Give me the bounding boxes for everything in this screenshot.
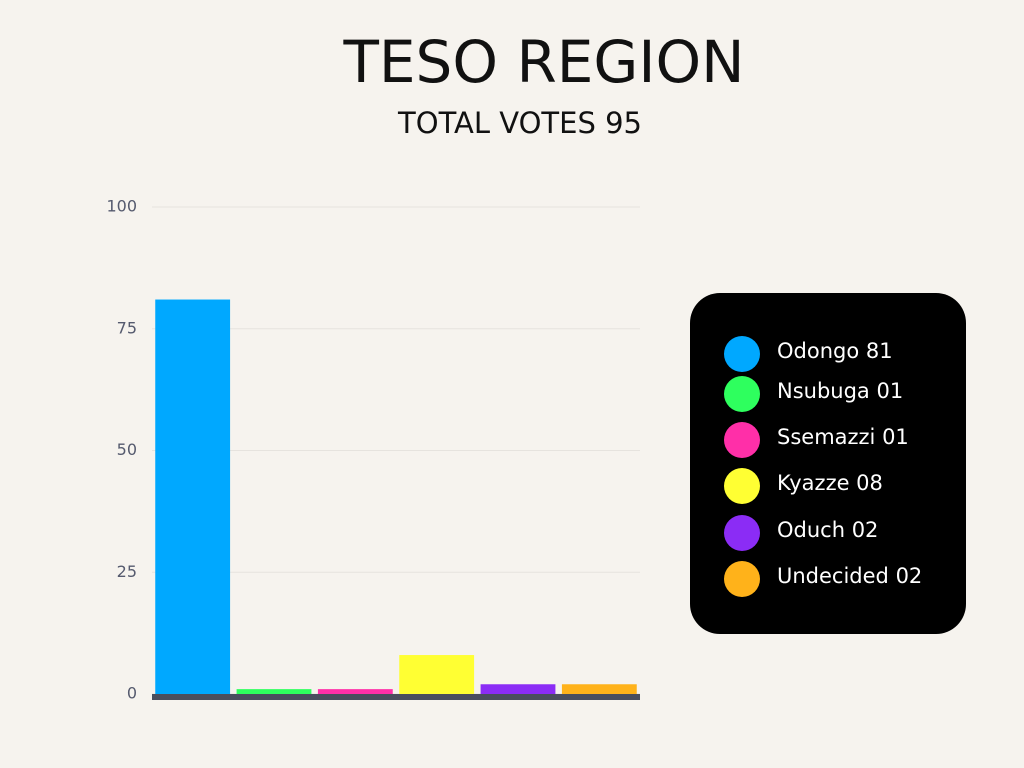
- y-tick-label: 75: [117, 318, 137, 337]
- legend-label: Kyazze 08: [777, 471, 883, 495]
- bar: [399, 655, 475, 694]
- chart-title: TESO REGION: [342, 28, 744, 96]
- bar: [317, 689, 393, 694]
- legend-swatch: [724, 468, 760, 504]
- legend-swatch: [724, 336, 760, 372]
- legend-swatch: [724, 376, 760, 412]
- legend-label: Ssemazzi 01: [777, 425, 909, 449]
- legend-swatch: [724, 515, 760, 551]
- bar: [561, 684, 637, 694]
- y-tick-label: 0: [127, 684, 137, 703]
- bar: [236, 689, 312, 694]
- y-tick-label: 50: [117, 440, 137, 459]
- x-axis-line: [152, 694, 640, 700]
- legend-label: Oduch 02: [777, 518, 878, 542]
- legend-label: Undecided 02: [777, 564, 922, 588]
- legend-label: Odongo 81: [777, 339, 893, 363]
- legend-label: Nsubuga 01: [777, 379, 903, 403]
- legend-swatch: [724, 422, 760, 458]
- y-tick-label: 25: [117, 562, 137, 581]
- legend-box: [690, 293, 966, 634]
- bar: [480, 684, 556, 694]
- chart-subtitle: TOTAL VOTES 95: [397, 106, 642, 140]
- legend-swatch: [724, 561, 760, 597]
- bar: [155, 299, 231, 694]
- y-tick-label: 100: [106, 197, 137, 216]
